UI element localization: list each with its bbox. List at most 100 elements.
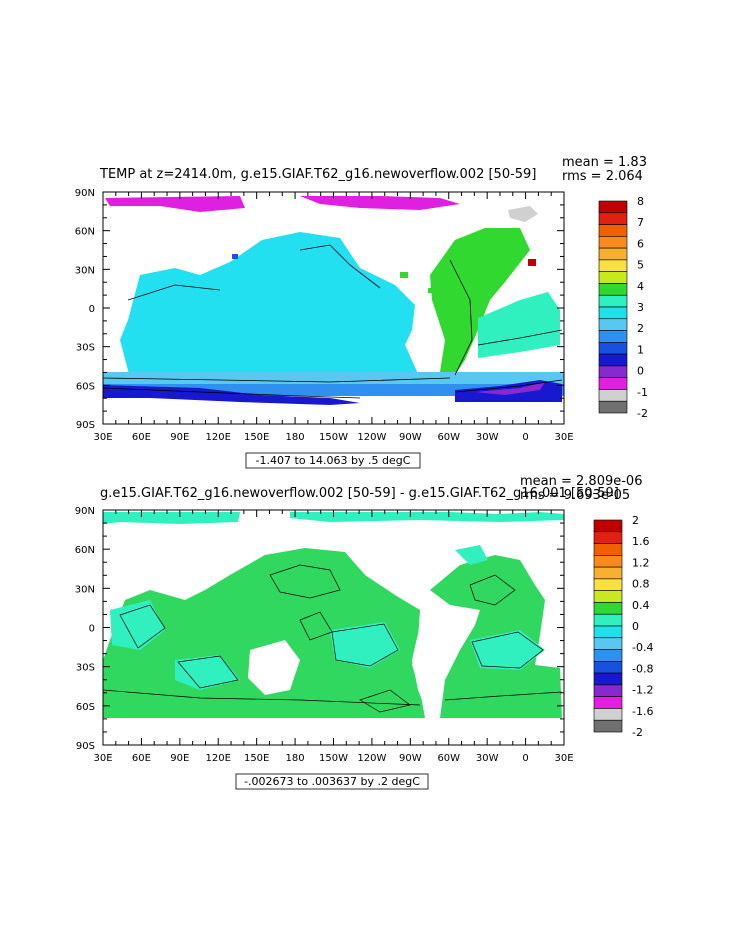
x-tick-label: 0 [522, 432, 528, 443]
colorbar-swatch [593, 566, 623, 580]
colorbar-swatch [598, 389, 628, 402]
bottom-arctic-field-east [290, 512, 564, 522]
top-antarctic-field [103, 385, 360, 405]
colorbar-swatch [598, 377, 628, 390]
x-tick-label: 30E [93, 432, 112, 443]
x-tick-label: 150W [319, 432, 348, 443]
y-tick-label: 60S [76, 702, 95, 713]
bottom-arctic-field [103, 512, 240, 524]
bottom-contour [359, 689, 411, 713]
colorbar-swatch [598, 247, 628, 261]
y-tick-label: 60N [75, 545, 95, 556]
x-tick-label: 120W [357, 753, 386, 764]
bottom-contour [469, 574, 516, 606]
x-tick-label: 90W [399, 753, 422, 764]
top-contour [127, 284, 221, 301]
x-tick-label: 90E [170, 432, 189, 443]
x-tick-label: 90E [170, 753, 189, 764]
x-tick-label: 180 [286, 432, 305, 443]
top-contour [449, 259, 473, 376]
colorbar-swatch [598, 330, 628, 343]
x-tick-label: 30W [476, 753, 499, 764]
colorbar-swatch [598, 294, 628, 308]
top-arctic-field [105, 196, 245, 212]
colorbar-swatch [593, 637, 623, 650]
colorbar-label: 1 [637, 343, 644, 356]
top-map-fields [103, 196, 564, 405]
colorbar-label: -0.4 [632, 641, 653, 654]
top-contour [454, 379, 563, 393]
x-tick-label: 60W [437, 432, 460, 443]
bottom-y-axis: 90N 60N 30N 0 30S 60S 90S [75, 506, 564, 752]
bottom-contour [269, 564, 341, 599]
top-contour [103, 377, 451, 383]
bottom-indian-patch [110, 600, 165, 650]
colorbar-swatch [593, 602, 623, 615]
y-tick-label: 90S [76, 420, 95, 431]
colorbar-label: 5 [637, 259, 644, 272]
colorbar-swatch [593, 543, 623, 556]
x-tick-label: 150E [244, 432, 269, 443]
top-contour-info-box: -1.407 to 14.063 by .5 degC [245, 452, 421, 469]
colorbar-label: -2 [632, 726, 643, 739]
colorbar-swatch [593, 578, 623, 591]
y-tick-label: 60N [75, 227, 95, 238]
colorbar-label: 2 [637, 322, 644, 335]
colorbar-swatch [598, 200, 628, 214]
top-contour [477, 329, 563, 346]
colorbar-swatch [598, 212, 628, 225]
colorbar-swatch [598, 271, 628, 284]
top-contours [103, 244, 563, 399]
colorbar-swatch [593, 613, 623, 627]
colorbar-swatch [598, 259, 628, 272]
x-tick-label: 30E [554, 753, 573, 764]
bottom-panel: g.e15.GIAF.T62_g16.newoverflow.002 [50-5… [75, 474, 653, 790]
x-tick-label: 120E [206, 753, 231, 764]
x-tick-label: 60E [132, 432, 151, 443]
x-tick-label: 150E [244, 753, 269, 764]
bottom-rms: rms = 9.693e-05 [520, 488, 630, 503]
y-tick-label: 90N [75, 506, 95, 517]
colorbar-swatch [598, 318, 628, 331]
top-rms: rms = 2.064 [562, 169, 643, 184]
colorbar-swatch [593, 696, 623, 709]
colorbar-swatch [598, 342, 628, 355]
x-tick-label: 30E [554, 432, 573, 443]
bottom-contour [103, 689, 421, 706]
colorbar-label: 2 [632, 514, 639, 527]
bottom-contour [177, 655, 239, 689]
top-atlantic-field [430, 228, 530, 375]
top-contour-info: -1.407 to 14.063 by .5 degC [256, 454, 411, 467]
colorbar-swatch [593, 625, 623, 639]
colorbar-swatch [598, 400, 628, 414]
bottom-colorbar: 2 1.6 1.2 0.8 0.4 0 -0.4 -0.8 -1.2 -1.6 -2 [593, 514, 653, 739]
top-x-axis: 30E 60E 90E 120E 150E 180 150W 120W 90W 60W 30W 0 30… [93, 192, 574, 443]
bottom-pacific-patch [330, 622, 400, 668]
colorbar-label: 1.2 [632, 556, 650, 569]
colorbar-swatch [598, 283, 628, 296]
colorbar-label: 0 [637, 365, 644, 378]
top-hudson-patch [232, 254, 238, 259]
colorbar-swatch [593, 672, 623, 686]
colorbar-label: 8 [637, 195, 644, 208]
top-title: TEMP at z=2414.0m, g.e15.GIAF.T62_g16.ne… [99, 167, 536, 182]
colorbar-label: 1.6 [632, 535, 650, 548]
top-arctic-field-east [300, 196, 460, 210]
bottom-south-indian-patch [175, 655, 240, 690]
colorbar-label: -0.8 [632, 662, 653, 675]
colorbar-swatch [593, 719, 623, 733]
colorbar-label: 7 [637, 216, 644, 229]
colorbar-label: -1.2 [632, 684, 653, 697]
x-tick-label: 30W [476, 432, 499, 443]
colorbar-swatch [593, 708, 623, 721]
bottom-contour [471, 631, 544, 669]
top-colorbar: 8 7 6 5 4 3 2 1 0 -1 -2 [598, 195, 648, 420]
colorbar-swatch [593, 519, 623, 533]
y-tick-label: 30S [76, 663, 95, 674]
colorbar-swatch [593, 684, 623, 697]
top-weddell-core [475, 382, 545, 395]
colorbar-swatch [598, 306, 628, 320]
x-tick-label: 30E [93, 753, 112, 764]
y-tick-label: 90N [75, 188, 95, 199]
